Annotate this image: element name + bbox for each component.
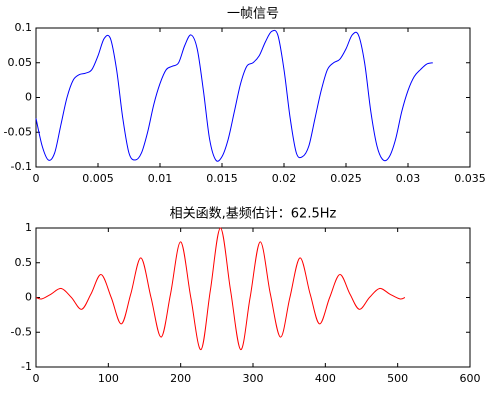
y-tick-label: 0 [25,291,32,304]
x-tick-label: 0.01 [148,172,173,185]
x-tick-label: 0 [33,372,40,385]
x-tick-label: 0.03 [396,172,421,185]
x-tick-label: 300 [243,372,264,385]
x-tick-label: 400 [315,372,336,385]
x-tick-label: 0.005 [82,172,114,185]
x-tick-label: 0.015 [206,172,238,185]
y-tick-label: -1 [21,360,32,373]
chart-title: 相关函数,基频估计：62.5Hz [170,207,337,222]
x-tick-label: 0.02 [272,172,297,185]
y-tick-label: 0.5 [15,256,33,269]
x-tick-label: 0 [33,172,40,185]
x-tick-label: 0.025 [330,172,362,185]
x-tick-label: 200 [170,372,191,385]
x-tick-label: 500 [387,372,408,385]
axes-box [35,27,471,168]
data-line [35,29,433,162]
y-tick-label: -0.5 [11,325,32,338]
data-line [35,227,406,351]
y-tick-label: 0.1 [15,21,33,34]
x-tick-label: 100 [98,372,119,385]
x-tick-label: 600 [460,372,481,385]
y-tick-label: -0.05 [4,125,32,138]
y-tick-label: 0 [25,91,32,104]
y-tick-label: -0.1 [11,160,32,173]
y-tick-label: 1 [25,221,32,234]
x-tick-label: 0.035 [454,172,486,185]
chart-title: 一帧信号 [227,7,279,22]
y-tick-label: 0.05 [8,56,33,69]
